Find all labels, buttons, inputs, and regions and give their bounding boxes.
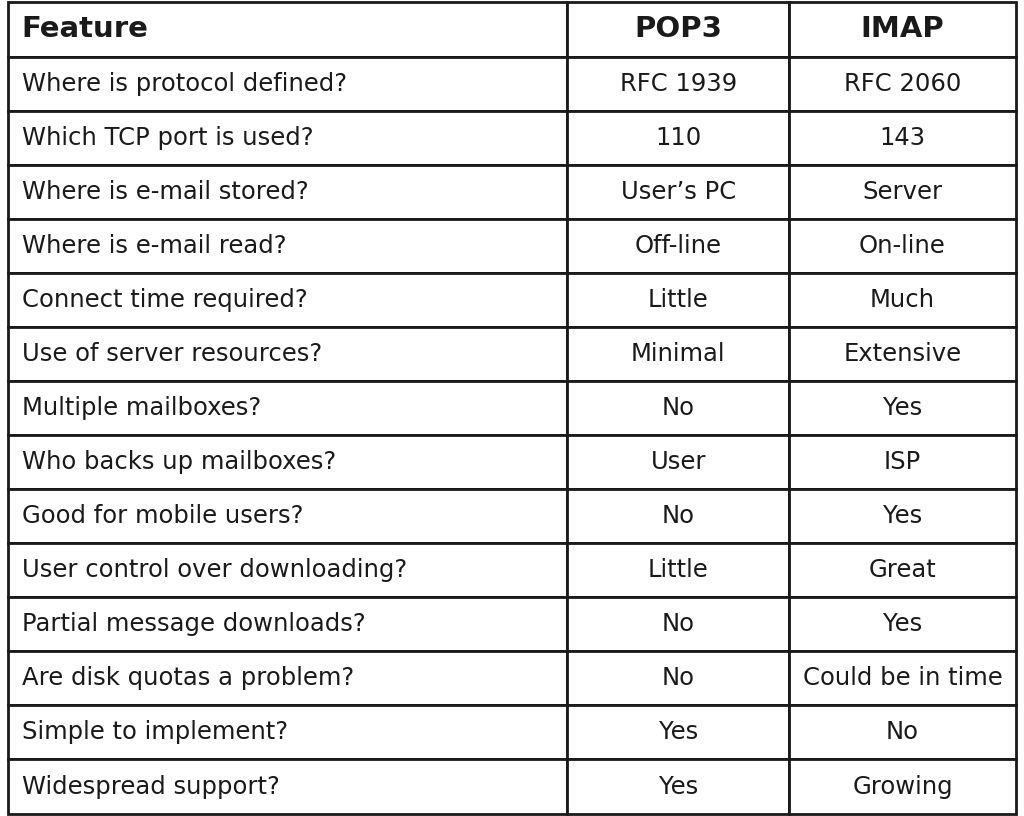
Bar [567, 56, 790, 111]
Bar [8, 111, 567, 165]
Text: Yes: Yes [658, 721, 698, 744]
Bar [8, 543, 567, 597]
Text: No: No [886, 721, 919, 744]
Text: No: No [662, 504, 694, 528]
Text: Little: Little [648, 558, 709, 583]
Text: Yes: Yes [883, 396, 922, 420]
Text: No: No [662, 612, 694, 636]
Bar [8, 327, 567, 381]
Text: Where is e-mail read?: Where is e-mail read? [22, 233, 286, 258]
Text: Connect time required?: Connect time required? [22, 288, 307, 312]
Bar [8, 760, 567, 814]
Text: Feature: Feature [22, 16, 148, 43]
Text: Server: Server [862, 180, 942, 204]
Text: Simple to implement?: Simple to implement? [22, 721, 288, 744]
Bar [8, 651, 567, 705]
Bar [567, 543, 790, 597]
Text: RFC 2060: RFC 2060 [844, 72, 962, 95]
Text: No: No [662, 396, 694, 420]
Text: Yes: Yes [883, 504, 922, 528]
Text: Widespread support?: Widespread support? [22, 774, 280, 799]
Text: Where is protocol defined?: Where is protocol defined? [22, 72, 347, 95]
Bar [567, 705, 790, 760]
Text: RFC 1939: RFC 1939 [620, 72, 737, 95]
Bar [567, 165, 790, 219]
Bar [790, 435, 1016, 489]
Text: Little: Little [648, 288, 709, 312]
Text: Which TCP port is used?: Which TCP port is used? [22, 126, 313, 149]
Bar [567, 327, 790, 381]
Bar [8, 435, 567, 489]
Bar [8, 597, 567, 651]
Text: Who backs up mailboxes?: Who backs up mailboxes? [22, 450, 336, 474]
Text: Yes: Yes [883, 612, 922, 636]
Bar [8, 381, 567, 435]
Text: User: User [650, 450, 706, 474]
Bar [567, 273, 790, 327]
Bar [790, 760, 1016, 814]
Bar [8, 165, 567, 219]
Text: User’s PC: User’s PC [621, 180, 736, 204]
Text: IMAP: IMAP [860, 16, 944, 43]
Bar [790, 273, 1016, 327]
Text: On-line: On-line [859, 233, 946, 258]
Bar [790, 381, 1016, 435]
Text: Multiple mailboxes?: Multiple mailboxes? [22, 396, 261, 420]
Bar [8, 56, 567, 111]
Text: Partial message downloads?: Partial message downloads? [22, 612, 366, 636]
Bar [790, 2, 1016, 56]
Bar [8, 705, 567, 760]
Bar [8, 219, 567, 273]
Bar [790, 705, 1016, 760]
Bar [790, 56, 1016, 111]
Text: Good for mobile users?: Good for mobile users? [22, 504, 303, 528]
Text: POP3: POP3 [634, 16, 722, 43]
Text: User control over downloading?: User control over downloading? [22, 558, 407, 583]
Bar [567, 2, 790, 56]
Bar [790, 327, 1016, 381]
Text: Extensive: Extensive [844, 342, 962, 366]
Text: Much: Much [870, 288, 935, 312]
Bar [567, 381, 790, 435]
Bar [790, 111, 1016, 165]
Text: 110: 110 [655, 126, 701, 149]
Text: No: No [662, 667, 694, 690]
Text: Use of server resources?: Use of server resources? [22, 342, 322, 366]
Text: Are disk quotas a problem?: Are disk quotas a problem? [22, 667, 353, 690]
Text: ISP: ISP [884, 450, 921, 474]
Text: Off-line: Off-line [635, 233, 722, 258]
Text: Growing: Growing [852, 774, 952, 799]
Bar [790, 489, 1016, 543]
Text: Great: Great [868, 558, 936, 583]
Bar [567, 760, 790, 814]
Bar [567, 651, 790, 705]
Bar [790, 219, 1016, 273]
Text: Minimal: Minimal [631, 342, 726, 366]
Bar [567, 435, 790, 489]
Bar [8, 273, 567, 327]
Text: 143: 143 [880, 126, 926, 149]
Bar [8, 2, 567, 56]
Text: Where is e-mail stored?: Where is e-mail stored? [22, 180, 308, 204]
Bar [790, 165, 1016, 219]
Bar [567, 597, 790, 651]
Text: Could be in time: Could be in time [803, 667, 1002, 690]
Bar [8, 489, 567, 543]
Text: Yes: Yes [658, 774, 698, 799]
Bar [567, 111, 790, 165]
Bar [790, 651, 1016, 705]
Bar [567, 219, 790, 273]
Bar [567, 489, 790, 543]
Bar [790, 543, 1016, 597]
Bar [790, 597, 1016, 651]
